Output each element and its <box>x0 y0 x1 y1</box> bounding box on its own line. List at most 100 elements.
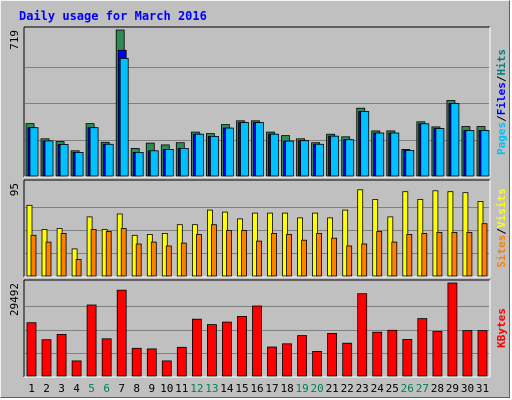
bottom-bar-kbytes <box>387 329 398 377</box>
top-bar-pages <box>330 135 340 177</box>
bottom-bar-kbytes <box>146 348 157 377</box>
top-legend-item: / <box>495 115 508 122</box>
x-tick-label: 31 <box>476 382 489 395</box>
x-tick-label: 3 <box>58 382 65 395</box>
top-bar-pages <box>480 130 490 177</box>
bottom-bar-kbytes <box>312 350 323 377</box>
top-bar-pages <box>44 140 54 177</box>
top-bar-pages <box>240 122 249 177</box>
middle-bar-sites <box>316 232 323 277</box>
x-tick-label: 18 <box>280 382 293 395</box>
middle-bar-sites <box>361 243 368 277</box>
middle-bar-sites <box>406 233 413 277</box>
top-bar-pages <box>179 147 189 177</box>
x-tick-label: 11 <box>175 382 188 395</box>
top-bar-pages <box>420 123 430 177</box>
x-tick-label: 21 <box>326 382 339 395</box>
x-tick-label: 22 <box>341 382 354 395</box>
x-tick-label: 20 <box>310 382 323 395</box>
middle-bar-visits <box>342 209 349 277</box>
bottom-bar-kbytes <box>86 304 97 377</box>
top-legend-item: Files <box>495 82 508 115</box>
top-bar-pages <box>89 127 99 177</box>
bottom-bar-kbytes <box>477 330 488 377</box>
x-tick-label: 12 <box>190 382 203 395</box>
chart-title: Daily usage for March 2016 <box>19 9 207 23</box>
middle-scale-max-label: 95 <box>8 183 21 196</box>
x-tick-label: 23 <box>356 382 369 395</box>
middle-bar-sites <box>466 231 473 277</box>
top-bar-pages <box>134 151 144 177</box>
middle-legend-item: Sites <box>495 235 508 268</box>
x-tick-label: 24 <box>371 382 385 395</box>
x-tick-label: 8 <box>133 382 140 395</box>
top-bar-pages <box>360 111 370 177</box>
bottom-bar-kbytes <box>221 321 232 377</box>
middle-bar-sites <box>105 231 112 277</box>
x-tick-label: 9 <box>148 382 155 395</box>
middle-bar-sites <box>45 241 52 277</box>
middle-bar-sites <box>60 232 67 277</box>
bottom-bar-kbytes <box>71 360 82 377</box>
middle-bar-sites <box>451 231 458 277</box>
middle-bar-sites <box>436 231 443 277</box>
top-legend-item: Hits <box>495 49 508 76</box>
x-tick-label: 29 <box>446 382 459 395</box>
middle-bar-sites <box>376 231 383 277</box>
top-bar-pages <box>375 132 385 177</box>
top-bar-pages <box>405 149 415 177</box>
middle-bar-sites <box>271 232 277 277</box>
bottom-bar-kbytes <box>372 331 383 377</box>
x-tick-label: 15 <box>235 382 248 395</box>
top-bar-pages <box>164 148 174 177</box>
x-tick-label: 2 <box>43 382 50 395</box>
bottom-bar-kbytes <box>447 282 458 377</box>
bottom-bar-kbytes <box>462 330 473 377</box>
x-tick-label: 25 <box>386 382 399 395</box>
bottom-bar-kbytes <box>161 360 172 377</box>
bottom-bar-kbytes <box>432 331 443 377</box>
x-tick-label: 26 <box>401 382 414 395</box>
top-bar-pages <box>345 139 355 177</box>
middle-bar-sites <box>180 242 187 277</box>
middle-bar-sites <box>165 245 172 277</box>
bottom-bar-kbytes <box>252 305 262 377</box>
bottom-bar-kbytes <box>342 342 353 377</box>
middle-bar-sites <box>301 239 308 277</box>
top-bar-pages <box>29 127 39 177</box>
middle-bar-sites <box>286 233 292 277</box>
middle-bar-sites <box>346 245 353 277</box>
top-bar-pages <box>285 140 294 177</box>
top-bar-pages <box>224 127 234 177</box>
middle-bar-sites <box>30 234 37 277</box>
bottom-bar-kbytes <box>41 339 52 377</box>
x-tick-label: 28 <box>431 382 444 395</box>
top-bar-pages <box>104 143 114 177</box>
x-tick-label: 13 <box>205 382 218 395</box>
middle-bar-visits <box>402 191 409 277</box>
top-bar-pages <box>435 128 445 177</box>
x-tick-label: 5 <box>88 382 95 395</box>
x-tick-label: 30 <box>461 382 474 395</box>
middle-bar-sites <box>241 230 247 277</box>
bottom-bar-kbytes <box>237 315 247 377</box>
top-scale-max-label: 719 <box>8 30 21 50</box>
bottom-bar-kbytes <box>327 332 338 377</box>
top-bar-pages <box>465 130 475 177</box>
top-bar-pages <box>59 144 69 177</box>
middle-bar-sites <box>421 232 428 277</box>
middle-bar-sites <box>90 229 97 277</box>
middle-legend-item: Visits <box>495 188 508 228</box>
middle-bar-sites <box>210 224 217 277</box>
middle-bar-sites <box>481 223 488 277</box>
top-bar-pages <box>74 151 84 177</box>
bottom-bar-kbytes <box>402 338 413 377</box>
x-tick-label: 14 <box>220 382 234 395</box>
middle-bar-sites <box>120 228 127 277</box>
bottom-bar-kbytes <box>56 333 67 377</box>
x-tick-label: 17 <box>265 382 278 395</box>
bottom-scale-max-label: 29492 <box>8 283 21 316</box>
x-tick-label: 6 <box>103 382 110 395</box>
middle-legend-item: / <box>495 228 508 235</box>
